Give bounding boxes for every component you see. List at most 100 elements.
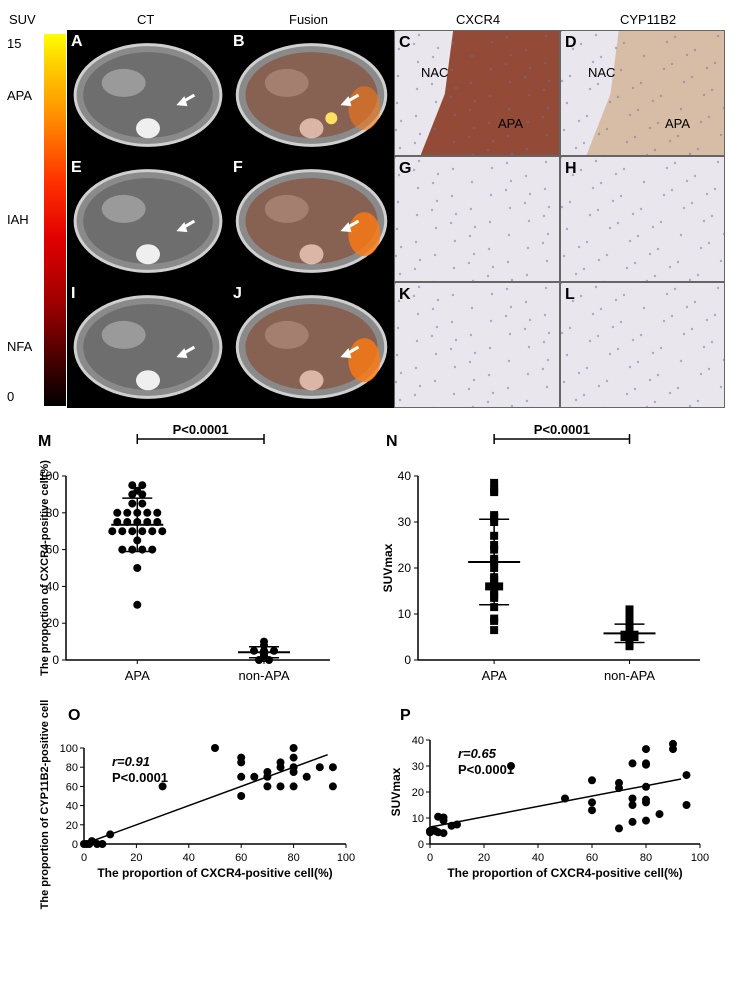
nucleus-dot [642,180,646,184]
nucleus-dot [544,34,548,38]
nucleus-dot [491,265,495,269]
nucleus-dot [524,48,528,52]
spine [136,244,160,265]
nucleus-dot [509,305,513,309]
data-point [439,829,448,838]
nucleus-dot [418,384,422,388]
nucleus-dot [412,42,416,46]
nucleus-dot [722,358,724,362]
nucleus-dot [395,283,397,285]
nucleus-dot [431,307,435,311]
nucleus-dot [414,114,418,118]
nucleus-dot [504,314,508,318]
panel-letter-o: O [68,707,80,724]
nucleus-dot [487,247,491,251]
data-point [588,806,596,815]
nucleus-dot [416,186,420,190]
nucleus-dot [505,287,509,291]
data-point [98,840,107,848]
nucleus-dot [507,233,511,237]
liver [264,320,309,349]
nucleus-dot [507,107,511,111]
nucleus-dot [639,81,643,85]
nucleus-dot [716,286,720,290]
data-point [138,490,147,499]
nucleus-dot [710,214,714,218]
nucleus-dot [716,160,720,164]
nucleus-dot [588,213,592,217]
nucleus-dot [510,152,514,155]
row-label-iah: IAH [7,212,29,227]
data-point [328,763,337,772]
nucleus-dot [633,135,637,139]
liver [101,194,146,223]
data-point [655,810,664,819]
nucleus-dot [605,379,609,383]
nucleus-dot [418,132,422,136]
y-tick-label: 0 [404,653,411,667]
nucleus-dot [631,212,635,216]
nucleus-dot [397,173,401,177]
panel-letter-n: N [386,433,398,450]
colorbar-min-label: 0 [7,389,15,404]
nucleus-dot [416,60,420,64]
panel-art-h [561,157,724,281]
nucleus-dot [541,241,545,245]
nucleus-dot [596,82,600,86]
image-panel-h: H [560,156,725,282]
nucleus-dot [588,339,592,343]
nucleus-dot [398,398,402,402]
data-point [250,646,258,655]
nucleus-dot [528,192,532,196]
spleen-uptake [348,338,381,383]
nucleus-dot [453,239,457,243]
spine [299,244,324,265]
nucleus-dot [435,325,439,329]
nucleus-dot [450,320,454,324]
nucleus-dot [413,393,417,397]
nucleus-dot [670,188,674,192]
nucleus-dot [524,300,528,304]
nucleus-dot [467,387,471,391]
x-tick-label: 100 [337,852,355,864]
nucleus-dot [574,146,578,150]
r-value-label: r=0.91 [112,754,150,769]
x-tick-label: 100 [691,852,709,864]
nucleus-dot [597,132,601,136]
nucleus-dot [541,367,545,371]
nucleus-dot [568,200,572,204]
nucleus-dot [673,35,677,39]
nucleus-dot [491,391,495,395]
nucleus-dot [594,33,598,37]
nucleus-dot [693,48,697,52]
data-point [113,508,122,517]
nucleus-dot [579,42,583,46]
panel-letter-a: A [71,33,83,50]
data-point [250,772,259,781]
y-axis-label: SUVmax [381,543,395,592]
nucleus-dot [605,253,609,257]
nucleus-dot [707,241,711,245]
nucleus-dot [547,205,551,209]
regression-line [83,754,328,845]
nucleus-dot [488,220,492,224]
nucleus-dot [605,127,609,131]
image-panel-l: L [560,282,725,408]
nucleus-dot [542,340,546,344]
nucleus-dot [599,181,603,185]
nucleus-dot [561,31,563,33]
nucleus-dot [543,61,547,65]
spine [136,370,160,391]
nucleus-dot [656,373,660,377]
nucleus-dot [451,167,455,171]
nucleus-dot [568,326,572,330]
nucleus-dot [504,62,508,66]
nucleus-dot [414,240,418,244]
chart-m: M 0 20 40 60 80 100 APA non-APA The proportion of… [38,422,330,683]
nucleus-dot [395,353,399,357]
nucleus-dot [676,134,680,138]
row-label-nfa: NFA [7,339,33,354]
panel-letter-b: B [233,33,245,50]
nucleus-dot [436,298,440,302]
nucleus-dot [656,121,660,125]
